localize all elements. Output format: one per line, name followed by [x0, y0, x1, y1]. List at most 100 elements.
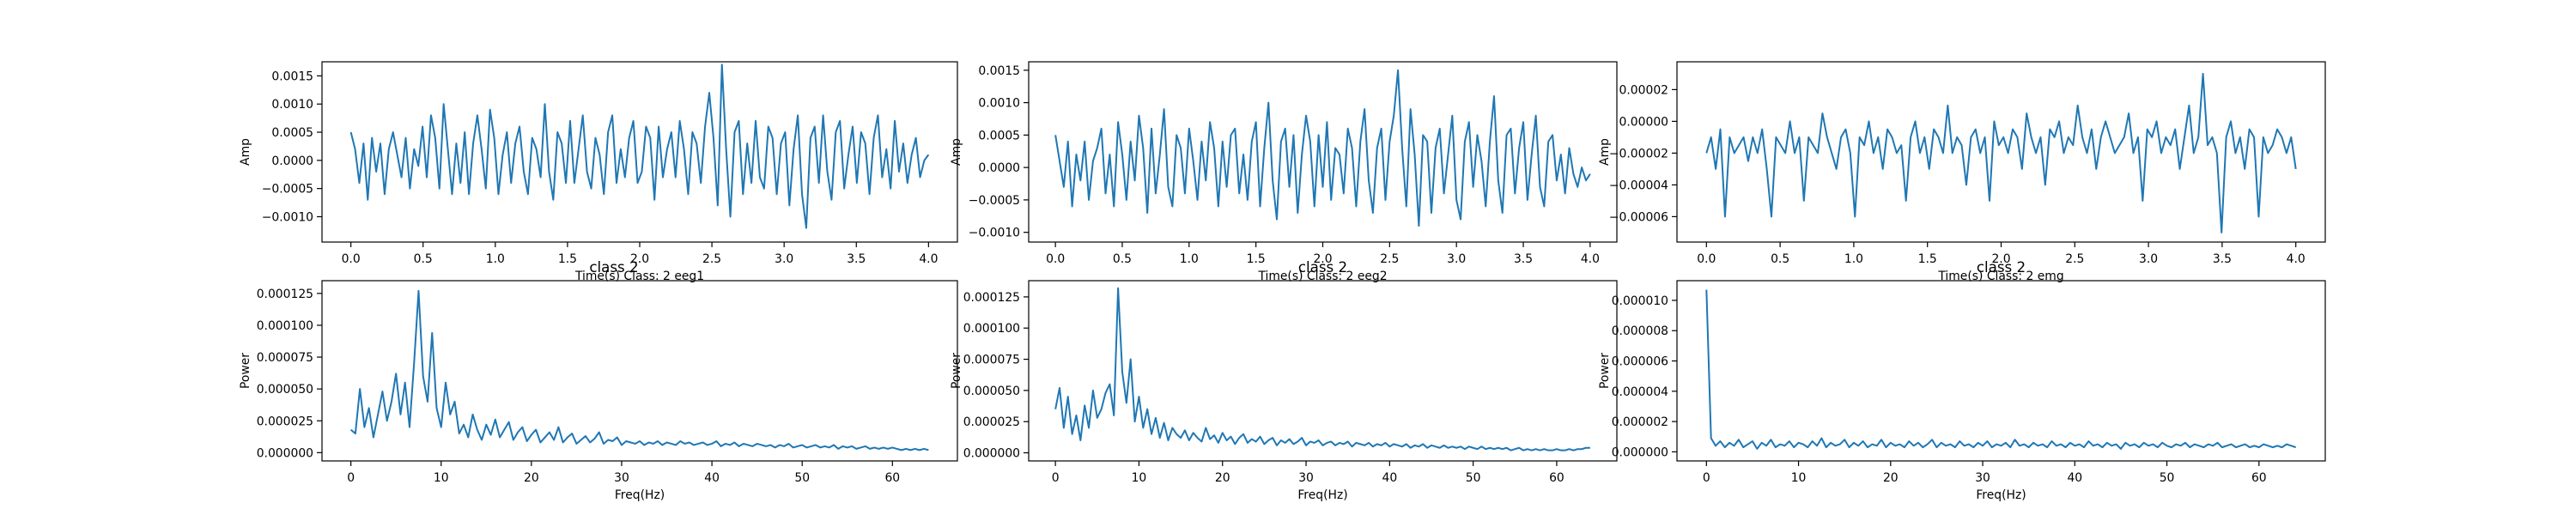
y-tick-label: 0.000050 — [257, 383, 313, 397]
x-tick-label: 30 — [614, 471, 629, 485]
x-tick-label: 1.0 — [1180, 252, 1199, 266]
y-tick-label: −0.0010 — [969, 227, 1020, 240]
y-tick-label: 0.000100 — [257, 319, 313, 333]
x-axis-label: Freq(Hz) — [1976, 488, 2026, 502]
y-tick-label: 0.000002 — [1612, 415, 1668, 429]
y-axis-label: Amp — [239, 138, 252, 166]
x-tick-label: 0 — [1703, 471, 1710, 485]
y-tick-label: 0.0000 — [271, 154, 313, 168]
y-tick-label: 0.000100 — [963, 322, 1020, 336]
x-axis-label: Time(s) Class: 2 eeg2 — [1257, 270, 1387, 283]
series-line — [1054, 287, 1590, 451]
subplot-2: 0.0 0.5 1.0 1.5 2.0 2.5 3.0 3.5 4.0 −0.0010 −0.000… — [950, 61, 1618, 283]
y-tick-label: 0.000025 — [963, 415, 1020, 429]
y-tick-label: 0.000125 — [257, 288, 313, 301]
y-tick-label: −0.0005 — [969, 194, 1020, 208]
y-axis-label: Power — [950, 353, 963, 389]
x-tick-label: 0.0 — [342, 252, 361, 266]
series-line — [1054, 69, 1591, 227]
x-tick-label: 2.5 — [1380, 252, 1399, 266]
x-tick-label: 10 — [1791, 471, 1807, 485]
y-axis-label: Power — [1598, 353, 1612, 389]
y-tick-label: 0.0015 — [271, 70, 313, 83]
x-tick-label: 50 — [794, 471, 810, 485]
y-tick-label: −0.00006 — [1609, 210, 1668, 224]
x-tick-label: 20 — [1215, 471, 1230, 485]
x-axis-label: Time(s) Class: 2 eeg1 — [574, 270, 704, 283]
series-line — [349, 64, 930, 229]
x-axis-label: Freq(Hz) — [1297, 488, 1347, 502]
y-tick-label: 0.000000 — [963, 447, 1020, 461]
y-tick-label: 0.0010 — [271, 98, 313, 112]
axes-frame — [1676, 280, 2326, 462]
subplot-title: class 2 — [589, 258, 638, 276]
x-tick-label: 4.0 — [2287, 252, 2306, 266]
y-tick-label: 0.00000 — [1619, 115, 1668, 129]
x-tick-label: 4.0 — [919, 252, 938, 266]
x-tick-label: 0.5 — [414, 252, 433, 266]
x-tick-label: 0 — [347, 471, 355, 485]
x-tick-label: 1.0 — [486, 252, 505, 266]
x-tick-label: 2.5 — [2065, 252, 2084, 266]
x-axis-label: Time(s) Class: 2 emg — [1937, 270, 2063, 283]
axes-frame — [321, 280, 958, 462]
x-tick-label: 0.5 — [1771, 252, 1789, 266]
y-tick-label: 0.000008 — [1612, 324, 1668, 338]
x-tick-label: 60 — [884, 471, 900, 485]
y-tick-label: −0.0010 — [262, 210, 313, 224]
x-tick-label: 3.5 — [1514, 252, 1533, 266]
series-line — [1705, 72, 2297, 233]
y-tick-label: −0.00002 — [1609, 147, 1668, 161]
x-tick-label: 20 — [1883, 471, 1899, 485]
x-tick-label: 0.0 — [1697, 252, 1716, 266]
x-tick-label: 30 — [1975, 471, 1990, 485]
y-tick-label: 0.000006 — [1612, 355, 1668, 369]
y-tick-label: 0.000004 — [1612, 385, 1668, 399]
x-tick-label: 3.0 — [1447, 252, 1466, 266]
x-tick-label: 1.5 — [558, 252, 577, 266]
x-tick-label: 60 — [2251, 471, 2267, 485]
y-tick-label: 0.0005 — [978, 129, 1020, 142]
x-tick-label: 4.0 — [1581, 252, 1600, 266]
x-tick-label: 30 — [1298, 471, 1314, 485]
x-tick-label: 1.5 — [1918, 252, 1937, 266]
y-tick-label: −0.00004 — [1609, 179, 1668, 192]
x-tick-label: 1.0 — [1844, 252, 1863, 266]
x-tick-label: 50 — [1466, 471, 1481, 485]
x-tick-label: 2.0 — [630, 252, 649, 266]
axes-frame — [1028, 280, 1618, 462]
subplot-title: class 2 — [1298, 258, 1347, 276]
y-tick-label: 0.0015 — [978, 64, 1020, 78]
y-axis-label: Amp — [950, 138, 963, 166]
y-tick-label: 0.000075 — [963, 354, 1020, 367]
x-tick-label: 3.0 — [775, 252, 793, 266]
x-tick-label: 1.5 — [1247, 252, 1266, 266]
series-line — [349, 289, 929, 451]
x-tick-label: 40 — [704, 471, 720, 485]
x-tick-label: 10 — [434, 471, 449, 485]
y-tick-label: 0.0000 — [978, 161, 1020, 175]
x-tick-label: 2.5 — [702, 252, 721, 266]
y-tick-label: 0.000000 — [1612, 445, 1668, 459]
x-tick-label: 2.0 — [1991, 252, 2010, 266]
subplot-5: 0 10 20 30 40 50 60 0.000000 0.000025 0.000050 0.0… — [950, 280, 1618, 502]
y-tick-label: 0.000025 — [257, 415, 313, 428]
x-tick-label: 40 — [2067, 471, 2082, 485]
y-tick-label: 0.000125 — [963, 291, 1020, 305]
x-tick-label: 0.0 — [1046, 252, 1065, 266]
subplot-6: 0 10 20 30 40 50 60 0.000000 0.000002 0.000004 0.0… — [1598, 280, 2326, 502]
series-line — [1705, 289, 2296, 450]
x-tick-label: 40 — [1382, 471, 1397, 485]
y-tick-label: 0.000010 — [1612, 294, 1668, 308]
y-tick-label: 0.0010 — [978, 97, 1020, 111]
x-tick-label: 10 — [1132, 471, 1147, 485]
subplot-4: 0 10 20 30 40 50 60 0.000000 0.000025 0.000050 0.0… — [239, 280, 958, 502]
y-tick-label: 0.00002 — [1619, 83, 1668, 97]
subplot-3: 0.0 0.5 1.0 1.5 2.0 2.5 3.0 3.5 4.0 −0.00006 −0.00… — [1598, 61, 2326, 283]
x-tick-label: 3.5 — [847, 252, 866, 266]
x-tick-label: 60 — [1549, 471, 1564, 485]
subplot-1: 0.0 0.5 1.0 1.5 2.0 2.5 3.0 3.5 4.0 −0.0010 −0.000… — [239, 61, 958, 283]
y-tick-label: 0.0005 — [271, 126, 313, 140]
